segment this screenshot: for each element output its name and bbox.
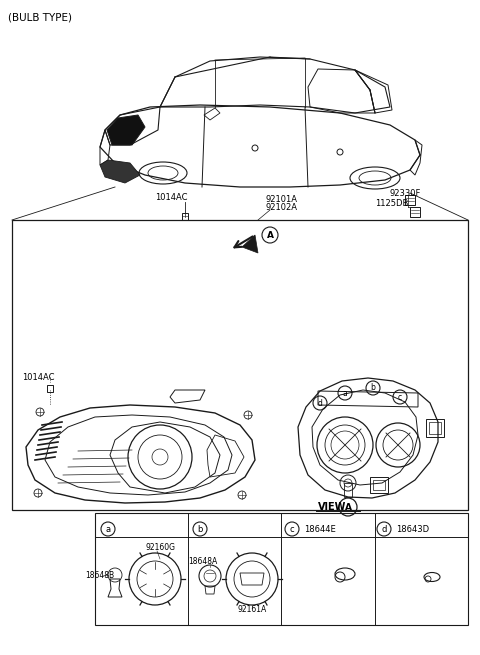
Text: a: a <box>343 388 348 398</box>
Bar <box>95 513 468 625</box>
Polygon shape <box>107 115 145 145</box>
Text: d: d <box>381 525 387 534</box>
Text: 1014AC: 1014AC <box>22 373 55 381</box>
Text: (BULB TYPE): (BULB TYPE) <box>8 12 72 22</box>
Text: c: c <box>290 525 294 534</box>
Bar <box>426 419 444 437</box>
Text: 18643D: 18643D <box>396 525 429 534</box>
Bar <box>373 480 385 490</box>
Text: 92160G: 92160G <box>145 542 175 552</box>
Text: A: A <box>345 502 351 512</box>
Bar <box>429 422 441 434</box>
Text: 18644E: 18644E <box>304 525 336 534</box>
Polygon shape <box>242 235 258 253</box>
Text: 92101A: 92101A <box>265 195 297 204</box>
Polygon shape <box>100 160 140 183</box>
Text: 92330F: 92330F <box>390 189 421 198</box>
Text: A: A <box>266 231 274 240</box>
Text: a: a <box>106 525 110 534</box>
Text: c: c <box>398 392 402 402</box>
Text: b: b <box>371 383 375 392</box>
Bar <box>370 477 388 493</box>
Text: 1125DB: 1125DB <box>375 198 408 208</box>
Text: 92102A: 92102A <box>265 204 297 212</box>
Bar <box>344 483 352 497</box>
Text: 18648B: 18648B <box>85 571 114 580</box>
Text: VIEW: VIEW <box>318 502 347 512</box>
Text: b: b <box>197 525 203 534</box>
Text: 18648A: 18648A <box>188 557 217 567</box>
Bar <box>12 220 468 510</box>
Text: 1014AC: 1014AC <box>155 193 188 202</box>
Text: d: d <box>318 398 323 407</box>
Text: 92161A: 92161A <box>237 605 266 614</box>
